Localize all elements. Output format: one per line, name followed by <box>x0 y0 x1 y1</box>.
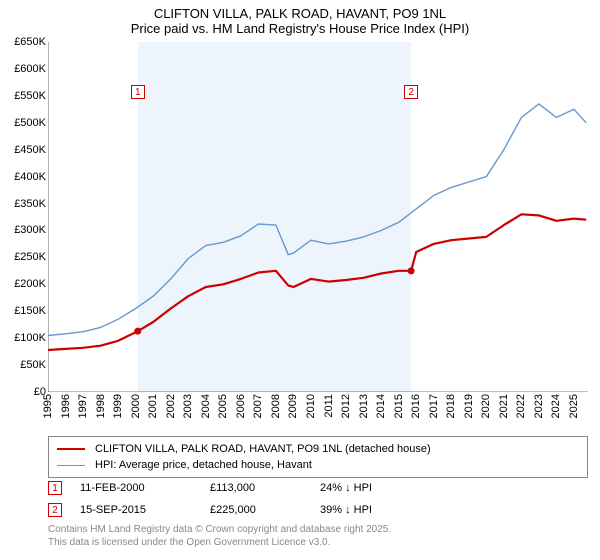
legend-swatch <box>57 465 85 466</box>
x-tick-label: 2011 <box>323 394 335 418</box>
x-tick-label: 2013 <box>358 394 370 418</box>
x-tick-label: 2004 <box>200 394 212 418</box>
x-tick-label: 2006 <box>235 394 247 418</box>
legend-row: CLIFTON VILLA, PALK ROAD, HAVANT, PO9 1N… <box>57 441 579 457</box>
title-block: CLIFTON VILLA, PALK ROAD, HAVANT, PO9 1N… <box>0 0 600 36</box>
sales-table: 1 11-FEB-2000£113,00024% ↓ HPI 2 15-SEP-201… <box>48 478 588 522</box>
x-tick-label: 2007 <box>252 394 264 418</box>
x-tick-label: 2022 <box>515 394 527 418</box>
chart-svg <box>48 42 588 392</box>
y-tick-label: £600K <box>2 63 46 75</box>
y-tick-label: £550K <box>2 90 46 102</box>
y-tick-label: £500K <box>2 117 46 129</box>
x-tick-label: 2002 <box>165 394 177 418</box>
title-line-2: Price paid vs. HM Land Registry's House … <box>0 21 600 36</box>
x-tick-label: 2000 <box>130 394 142 418</box>
x-tick-label: 2012 <box>340 394 352 418</box>
legend-label: CLIFTON VILLA, PALK ROAD, HAVANT, PO9 1N… <box>95 443 431 455</box>
x-tick-label: 2003 <box>182 394 194 418</box>
legend-label: HPI: Average price, detached house, Hava… <box>95 459 312 471</box>
chart-container: CLIFTON VILLA, PALK ROAD, HAVANT, PO9 1N… <box>0 0 600 560</box>
y-tick-label: £650K <box>2 36 46 48</box>
footer-line-2: This data is licensed under the Open Gov… <box>48 537 588 550</box>
x-tick-label: 1996 <box>60 394 72 418</box>
x-tick-label: 2015 <box>393 394 405 418</box>
sale-price: £113,000 <box>210 482 320 494</box>
y-tick-label: £150K <box>2 305 46 317</box>
y-tick-label: £250K <box>2 251 46 263</box>
x-tick-label: 2023 <box>533 394 545 418</box>
x-tick-label: 2021 <box>498 394 510 418</box>
footer-attribution: Contains HM Land Registry data © Crown c… <box>48 524 588 549</box>
y-tick-label: £200K <box>2 278 46 290</box>
x-tick-label: 2019 <box>463 394 475 418</box>
legend-row: HPI: Average price, detached house, Hava… <box>57 457 579 473</box>
y-tick-label: £400K <box>2 171 46 183</box>
sale-price: £225,000 <box>210 504 320 516</box>
x-tick-label: 2025 <box>568 394 580 418</box>
sale-marker-on-chart: 2 <box>404 85 418 99</box>
x-tick-label: 2001 <box>147 394 159 418</box>
legend-swatch <box>57 448 85 450</box>
x-tick-label: 2016 <box>410 394 422 418</box>
x-tick-label: 2020 <box>480 394 492 418</box>
x-tick-label: 1998 <box>95 394 107 418</box>
x-tick-label: 2024 <box>550 394 562 418</box>
sale-marker-box: 2 <box>48 503 62 517</box>
x-tick-label: 1997 <box>77 394 89 418</box>
sale-pct-vs-hpi: 39% ↓ HPI <box>320 504 470 516</box>
y-tick-label: £100K <box>2 332 46 344</box>
legend-box: CLIFTON VILLA, PALK ROAD, HAVANT, PO9 1N… <box>48 436 588 478</box>
x-tick-label: 2018 <box>445 394 457 418</box>
title-line-1: CLIFTON VILLA, PALK ROAD, HAVANT, PO9 1N… <box>0 6 600 21</box>
y-tick-label: £450K <box>2 144 46 156</box>
x-tick-label: 2009 <box>287 394 299 418</box>
y-tick-label: £350K <box>2 198 46 210</box>
x-tick-label: 1999 <box>112 394 124 418</box>
footer-line-1: Contains HM Land Registry data © Crown c… <box>48 524 588 537</box>
sale-marker-on-chart: 1 <box>131 85 145 99</box>
sale-marker-box: 1 <box>48 481 62 495</box>
y-tick-label: £50K <box>2 359 46 371</box>
x-tick-label: 2005 <box>217 394 229 418</box>
sale-date: 11-FEB-2000 <box>80 482 210 494</box>
y-tick-label: £300K <box>2 224 46 236</box>
y-tick-label: £0 <box>2 386 46 398</box>
x-tick-label: 1995 <box>42 394 54 418</box>
x-tick-label: 2008 <box>270 394 282 418</box>
x-tick-label: 2017 <box>428 394 440 418</box>
sale-date: 15-SEP-2015 <box>80 504 210 516</box>
plot-area <box>48 42 588 392</box>
x-tick-label: 2014 <box>375 394 387 418</box>
x-tick-label: 2010 <box>305 394 317 418</box>
sale-pct-vs-hpi: 24% ↓ HPI <box>320 482 470 494</box>
sales-row: 2 15-SEP-2015£225,00039% ↓ HPI <box>48 500 588 520</box>
sales-row: 1 11-FEB-2000£113,00024% ↓ HPI <box>48 478 588 498</box>
